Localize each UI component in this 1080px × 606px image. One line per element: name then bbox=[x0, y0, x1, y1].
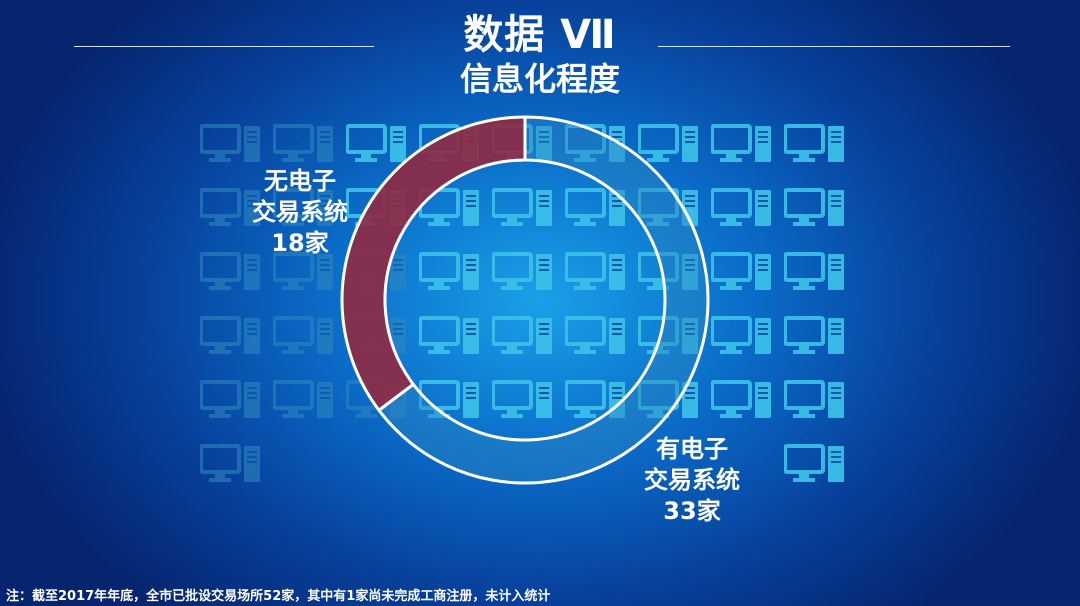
computer-icon bbox=[638, 188, 698, 226]
label-has-system-line-2: 交易系统 bbox=[644, 466, 740, 494]
slice-no-system bbox=[340, 115, 527, 413]
label-no-system-line-1: 无电子 bbox=[264, 167, 336, 195]
computer-icon bbox=[565, 252, 625, 290]
computer-icon bbox=[200, 124, 260, 162]
computer-icon bbox=[273, 252, 333, 290]
computer-icon bbox=[784, 444, 844, 482]
label-no-system: 无电子 交易系统 18家 bbox=[236, 166, 364, 259]
computer-icon bbox=[346, 124, 406, 162]
footnote: 注：截至2017年年底，全市已批设交易场所52家，其中有1家尚未完成工商注册，未… bbox=[6, 589, 551, 604]
computer-icon bbox=[492, 316, 552, 354]
donut-chart bbox=[340, 115, 710, 485]
computer-icon bbox=[273, 380, 333, 418]
computer-icon bbox=[273, 124, 333, 162]
computer-icon bbox=[273, 316, 333, 354]
computer-icon bbox=[784, 252, 844, 290]
label-no-system-line-3: 18家 bbox=[271, 229, 329, 257]
label-no-system-line-2: 交易系统 bbox=[252, 198, 348, 226]
computer-icon bbox=[638, 380, 698, 418]
label-has-system: 有电子 交易系统 33家 bbox=[628, 434, 756, 527]
computer-icon bbox=[200, 380, 260, 418]
page-subtitle: 信息化程度 bbox=[459, 60, 620, 98]
label-has-system-line-1: 有电子 bbox=[656, 435, 728, 463]
computer-icon bbox=[492, 380, 552, 418]
page-title: 数据 Ⅶ bbox=[463, 12, 617, 58]
label-has-system-line-3: 33家 bbox=[663, 497, 721, 525]
computer-icon bbox=[565, 316, 625, 354]
computer-icon bbox=[419, 252, 479, 290]
title-rule-left bbox=[74, 46, 374, 47]
computer-icon bbox=[784, 188, 844, 226]
computer-icon bbox=[419, 316, 479, 354]
slice-has-system bbox=[376, 115, 710, 485]
computer-icon bbox=[711, 380, 771, 418]
computer-icon bbox=[784, 380, 844, 418]
computer-icon bbox=[711, 188, 771, 226]
computer-icon bbox=[200, 444, 260, 482]
computer-icon bbox=[200, 316, 260, 354]
computer-icon bbox=[784, 316, 844, 354]
computer-icon bbox=[200, 188, 260, 226]
computer-icon bbox=[711, 124, 771, 162]
computer-icon bbox=[638, 124, 698, 162]
computer-icon bbox=[492, 252, 552, 290]
title-rule-right bbox=[658, 46, 1010, 47]
computer-icon bbox=[711, 252, 771, 290]
computer-icon bbox=[711, 316, 771, 354]
computer-icon bbox=[784, 124, 844, 162]
computer-icon bbox=[200, 252, 260, 290]
computer-icon bbox=[273, 188, 333, 226]
computer-icon bbox=[492, 188, 552, 226]
